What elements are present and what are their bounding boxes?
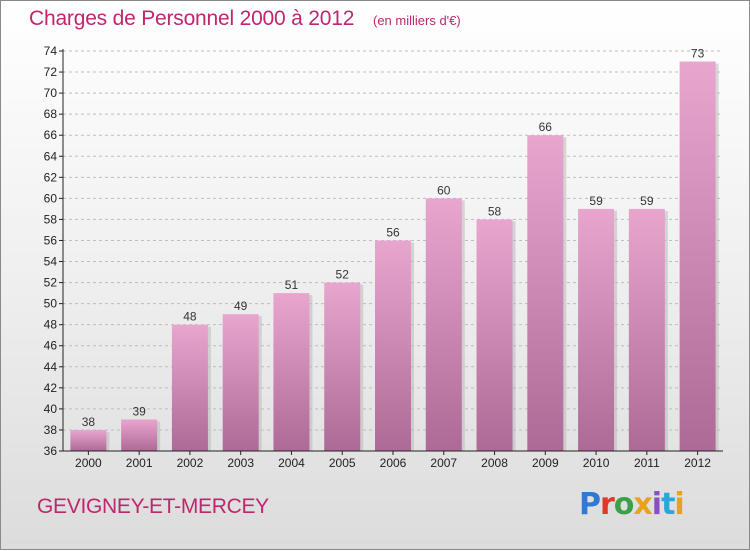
x-tick-label: 2000 [75, 456, 102, 470]
y-tick-label: 50 [44, 297, 58, 311]
bar [273, 293, 310, 451]
bar [375, 240, 411, 451]
y-tick-label: 62 [44, 170, 58, 184]
chart-title: Charges de Personnel 2000 à 2012 [29, 7, 355, 30]
data-label: 58 [488, 204, 502, 218]
logo-letter: i [674, 487, 684, 522]
bar [324, 282, 361, 451]
x-tick-label: 2007 [430, 456, 457, 470]
y-tick-label: 46 [44, 339, 58, 353]
y-tick-label: 44 [44, 360, 58, 374]
labels: 36 38 40 42 44 46 48 50 52 54 56 58 60 62 64 66 68 70 72 74… [44, 44, 712, 470]
x-tick-label: 2003 [227, 456, 254, 470]
bar [628, 208, 665, 451]
y-tick-label: 52 [44, 276, 58, 290]
x-tick-label: 2010 [583, 456, 610, 470]
y-tick-label: 64 [44, 149, 58, 163]
x-tick-label: 2009 [532, 456, 559, 470]
x-tick-label: 2005 [329, 456, 356, 470]
data-label: 39 [132, 404, 146, 418]
bar [171, 324, 208, 451]
bar [578, 208, 615, 451]
bars [70, 61, 719, 452]
x-tick-label: 2011 [634, 456, 660, 470]
data-label: 51 [285, 278, 299, 292]
data-label: 59 [589, 194, 603, 208]
y-tick-label: 70 [44, 86, 58, 100]
x-tick-label: 2006 [380, 456, 407, 470]
y-tick-label: 54 [44, 255, 58, 269]
data-label: 49 [234, 299, 248, 313]
bar [679, 61, 716, 452]
logo-letter: i [651, 487, 662, 522]
data-label: 60 [437, 183, 451, 197]
y-tick-label: 48 [44, 318, 58, 332]
y-tick-label: 68 [44, 107, 58, 121]
logo-letter: x [633, 487, 652, 522]
data-label: 56 [386, 225, 400, 239]
bar [527, 135, 564, 452]
data-label: 59 [640, 194, 654, 208]
x-tick-label: 2002 [177, 456, 204, 470]
commune-name: GEVIGNEY-ET-MERCEY [37, 495, 269, 518]
bar [476, 219, 513, 451]
y-tick-label: 74 [44, 44, 58, 58]
x-tick-label: 2004 [278, 456, 305, 470]
data-label: 73 [691, 47, 705, 61]
x-tick-label: 2001 [126, 456, 153, 470]
y-tick-label: 72 [44, 65, 58, 79]
y-tick-label: 38 [44, 423, 58, 437]
bar [121, 419, 158, 451]
axes [59, 49, 723, 455]
logo-letter: t [661, 487, 675, 522]
data-label: 52 [336, 268, 350, 282]
logo-letter: r [600, 487, 615, 522]
x-tick-label: 2012 [684, 456, 711, 470]
logo-letter: P [579, 487, 601, 522]
y-tick-label: 58 [44, 212, 58, 226]
bar [425, 198, 462, 451]
bar [70, 429, 107, 451]
data-label: 38 [82, 415, 96, 429]
data-label: 48 [183, 310, 197, 324]
y-tick-label: 42 [44, 381, 58, 395]
proxiti-logo: Proxiti [579, 487, 685, 522]
x-tick-label: 2008 [481, 456, 508, 470]
bar [222, 314, 259, 451]
data-label: 66 [539, 120, 553, 134]
y-tick-label: 60 [44, 191, 58, 205]
chart-subtitle: (en milliers d'€) [373, 13, 461, 28]
y-tick-label: 36 [44, 444, 58, 458]
y-tick-label: 66 [44, 128, 58, 142]
y-tick-label: 40 [44, 402, 58, 416]
logo-letter: o [613, 487, 635, 522]
y-tick-label: 56 [44, 233, 58, 247]
